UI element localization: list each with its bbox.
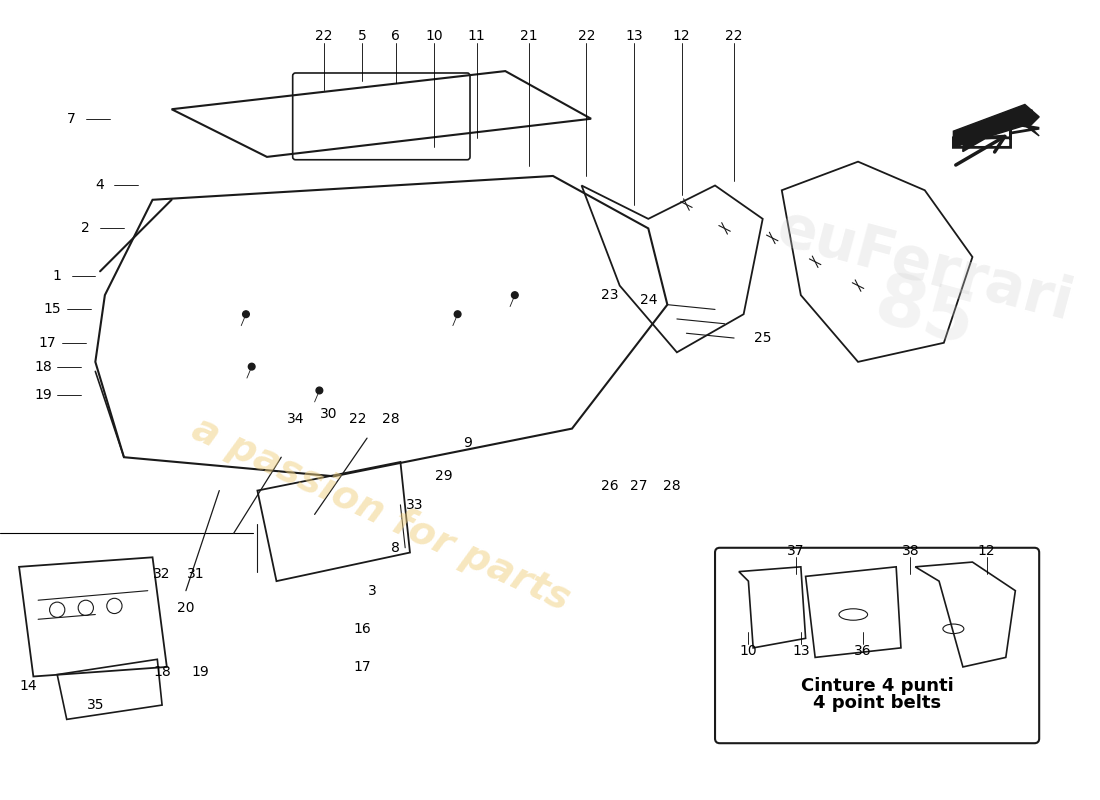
Text: 28: 28 [382,412,399,426]
Text: 12: 12 [673,29,691,43]
Text: 1: 1 [53,269,62,283]
Text: 2: 2 [81,222,90,235]
Text: 23: 23 [602,288,619,302]
Text: 4: 4 [96,178,104,193]
Text: 19: 19 [34,388,52,402]
Text: 31: 31 [187,566,205,581]
Text: 10: 10 [739,644,757,658]
Text: 18: 18 [34,360,52,374]
Text: 15: 15 [44,302,62,317]
Text: 5: 5 [358,29,366,43]
Text: 8: 8 [392,541,400,554]
Text: 19: 19 [191,665,209,678]
Text: 38: 38 [902,544,920,558]
Text: 12: 12 [978,544,996,558]
Circle shape [454,311,461,318]
Text: euFerrari: euFerrari [771,200,1079,334]
Text: 20: 20 [177,601,195,615]
Text: 22: 22 [578,29,595,43]
Circle shape [243,311,250,318]
Text: 18: 18 [153,665,170,678]
Text: 13: 13 [625,29,642,43]
Text: 14: 14 [20,679,37,693]
Text: 7: 7 [67,112,76,126]
Text: 16: 16 [353,622,371,636]
Text: 28: 28 [663,479,681,493]
Text: 36: 36 [854,644,871,658]
Text: 4 point belts: 4 point belts [813,694,942,712]
Text: Cinture 4 punti: Cinture 4 punti [801,677,954,695]
Text: 29: 29 [434,470,452,483]
Circle shape [249,363,255,370]
Text: 11: 11 [468,29,485,43]
Text: 3: 3 [367,584,376,598]
Text: 37: 37 [788,544,805,558]
Circle shape [316,387,322,394]
Text: 27: 27 [630,479,648,493]
Text: 17: 17 [39,336,56,350]
Text: 24: 24 [639,293,657,307]
Text: 25: 25 [754,331,771,345]
Text: 35: 35 [87,698,104,712]
Text: 30: 30 [320,407,338,422]
Polygon shape [954,105,1040,147]
Text: 10: 10 [425,29,442,43]
Text: 21: 21 [520,29,538,43]
Text: 6: 6 [392,29,400,43]
Text: a passion for parts: a passion for parts [186,410,576,619]
Text: 85: 85 [867,268,982,361]
Text: 26: 26 [602,479,619,493]
Text: 13: 13 [792,644,810,658]
Circle shape [512,292,518,298]
Text: 9: 9 [463,436,472,450]
Text: 22: 22 [349,412,366,426]
Text: 33: 33 [406,498,424,512]
Text: 22: 22 [316,29,333,43]
Text: 34: 34 [287,412,305,426]
Text: 32: 32 [153,566,170,581]
Text: 22: 22 [725,29,742,43]
Text: 17: 17 [353,660,371,674]
